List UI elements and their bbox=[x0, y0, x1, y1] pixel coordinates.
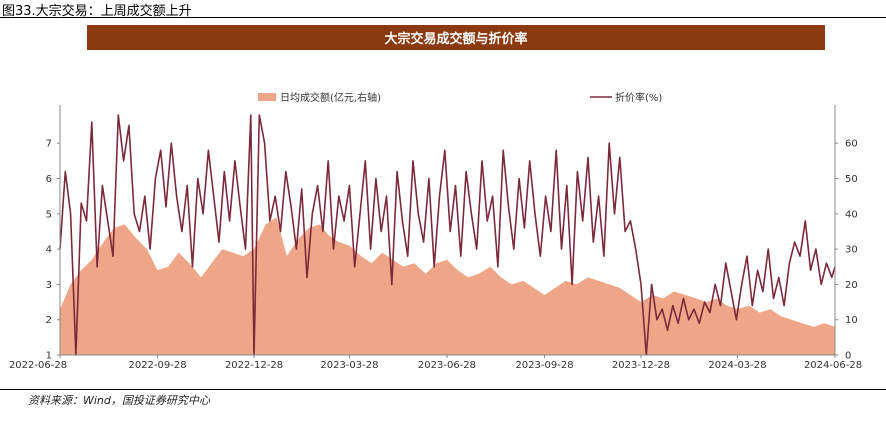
right-tick-label: 40 bbox=[845, 209, 858, 220]
chart-banner: 大宗交易成交额与折价率 bbox=[87, 25, 825, 50]
x-tick-label: 2023-12-28 bbox=[612, 360, 670, 371]
right-tick-label: 30 bbox=[845, 245, 858, 256]
chart: 日均成交额(亿元,右轴) 折价率(%) 1 2 3 4 5 6 7 0 10 20 30 40 50 60… bbox=[9, 91, 862, 371]
left-tick-label: 5 bbox=[46, 209, 52, 220]
x-tick-label: 2022-12-28 bbox=[225, 360, 283, 371]
source-note: 资料来源：Wind，国投证券研究中心 bbox=[28, 394, 210, 407]
x-tick-label: 2023-03-28 bbox=[320, 360, 378, 371]
discount-rate-line bbox=[59, 114, 836, 356]
legend-label-line: 折价率(%) bbox=[615, 91, 662, 104]
x-tick-label: 2023-09-28 bbox=[515, 360, 573, 371]
x-tick-label: 2022-06-28 bbox=[9, 360, 67, 371]
right-tick-label: 50 bbox=[845, 174, 858, 185]
x-tick-label: 2024-06-28 bbox=[804, 360, 862, 371]
axes: 1 2 3 4 5 6 7 0 10 20 30 40 50 60 2022-06-28 2022-09-28… bbox=[9, 105, 862, 371]
left-tick-label: 1 bbox=[46, 351, 52, 362]
x-tick-label: 2024-03-28 bbox=[708, 360, 766, 371]
left-tick-label: 4 bbox=[46, 245, 52, 256]
right-tick-label: 60 bbox=[845, 139, 858, 150]
right-tick-label: 10 bbox=[845, 315, 858, 326]
banner-title: 大宗交易成交额与折价率 bbox=[384, 32, 528, 47]
x-tick-label: 2022-09-28 bbox=[128, 360, 186, 371]
left-tick-label: 6 bbox=[46, 174, 52, 185]
figure-title: 图33.大宗交易：上周成交额上升 bbox=[2, 4, 192, 19]
x-tick-label: 2023-06-28 bbox=[418, 360, 476, 371]
top-divider bbox=[0, 17, 886, 18]
left-tick-label: 2 bbox=[46, 315, 52, 326]
left-tick-label: 3 bbox=[46, 280, 52, 291]
area-series bbox=[60, 217, 835, 355]
area-fill bbox=[60, 217, 835, 355]
bottom-divider bbox=[0, 389, 886, 390]
left-tick-label: 7 bbox=[46, 139, 52, 150]
legend-label-area: 日均成交额(亿元,右轴) bbox=[280, 91, 381, 104]
line-series bbox=[59, 114, 836, 356]
legend: 日均成交额(亿元,右轴) 折价率(%) bbox=[258, 91, 662, 104]
right-tick-label: 0 bbox=[845, 351, 851, 362]
right-tick-label: 20 bbox=[845, 280, 858, 291]
legend-swatch-area bbox=[258, 93, 276, 101]
